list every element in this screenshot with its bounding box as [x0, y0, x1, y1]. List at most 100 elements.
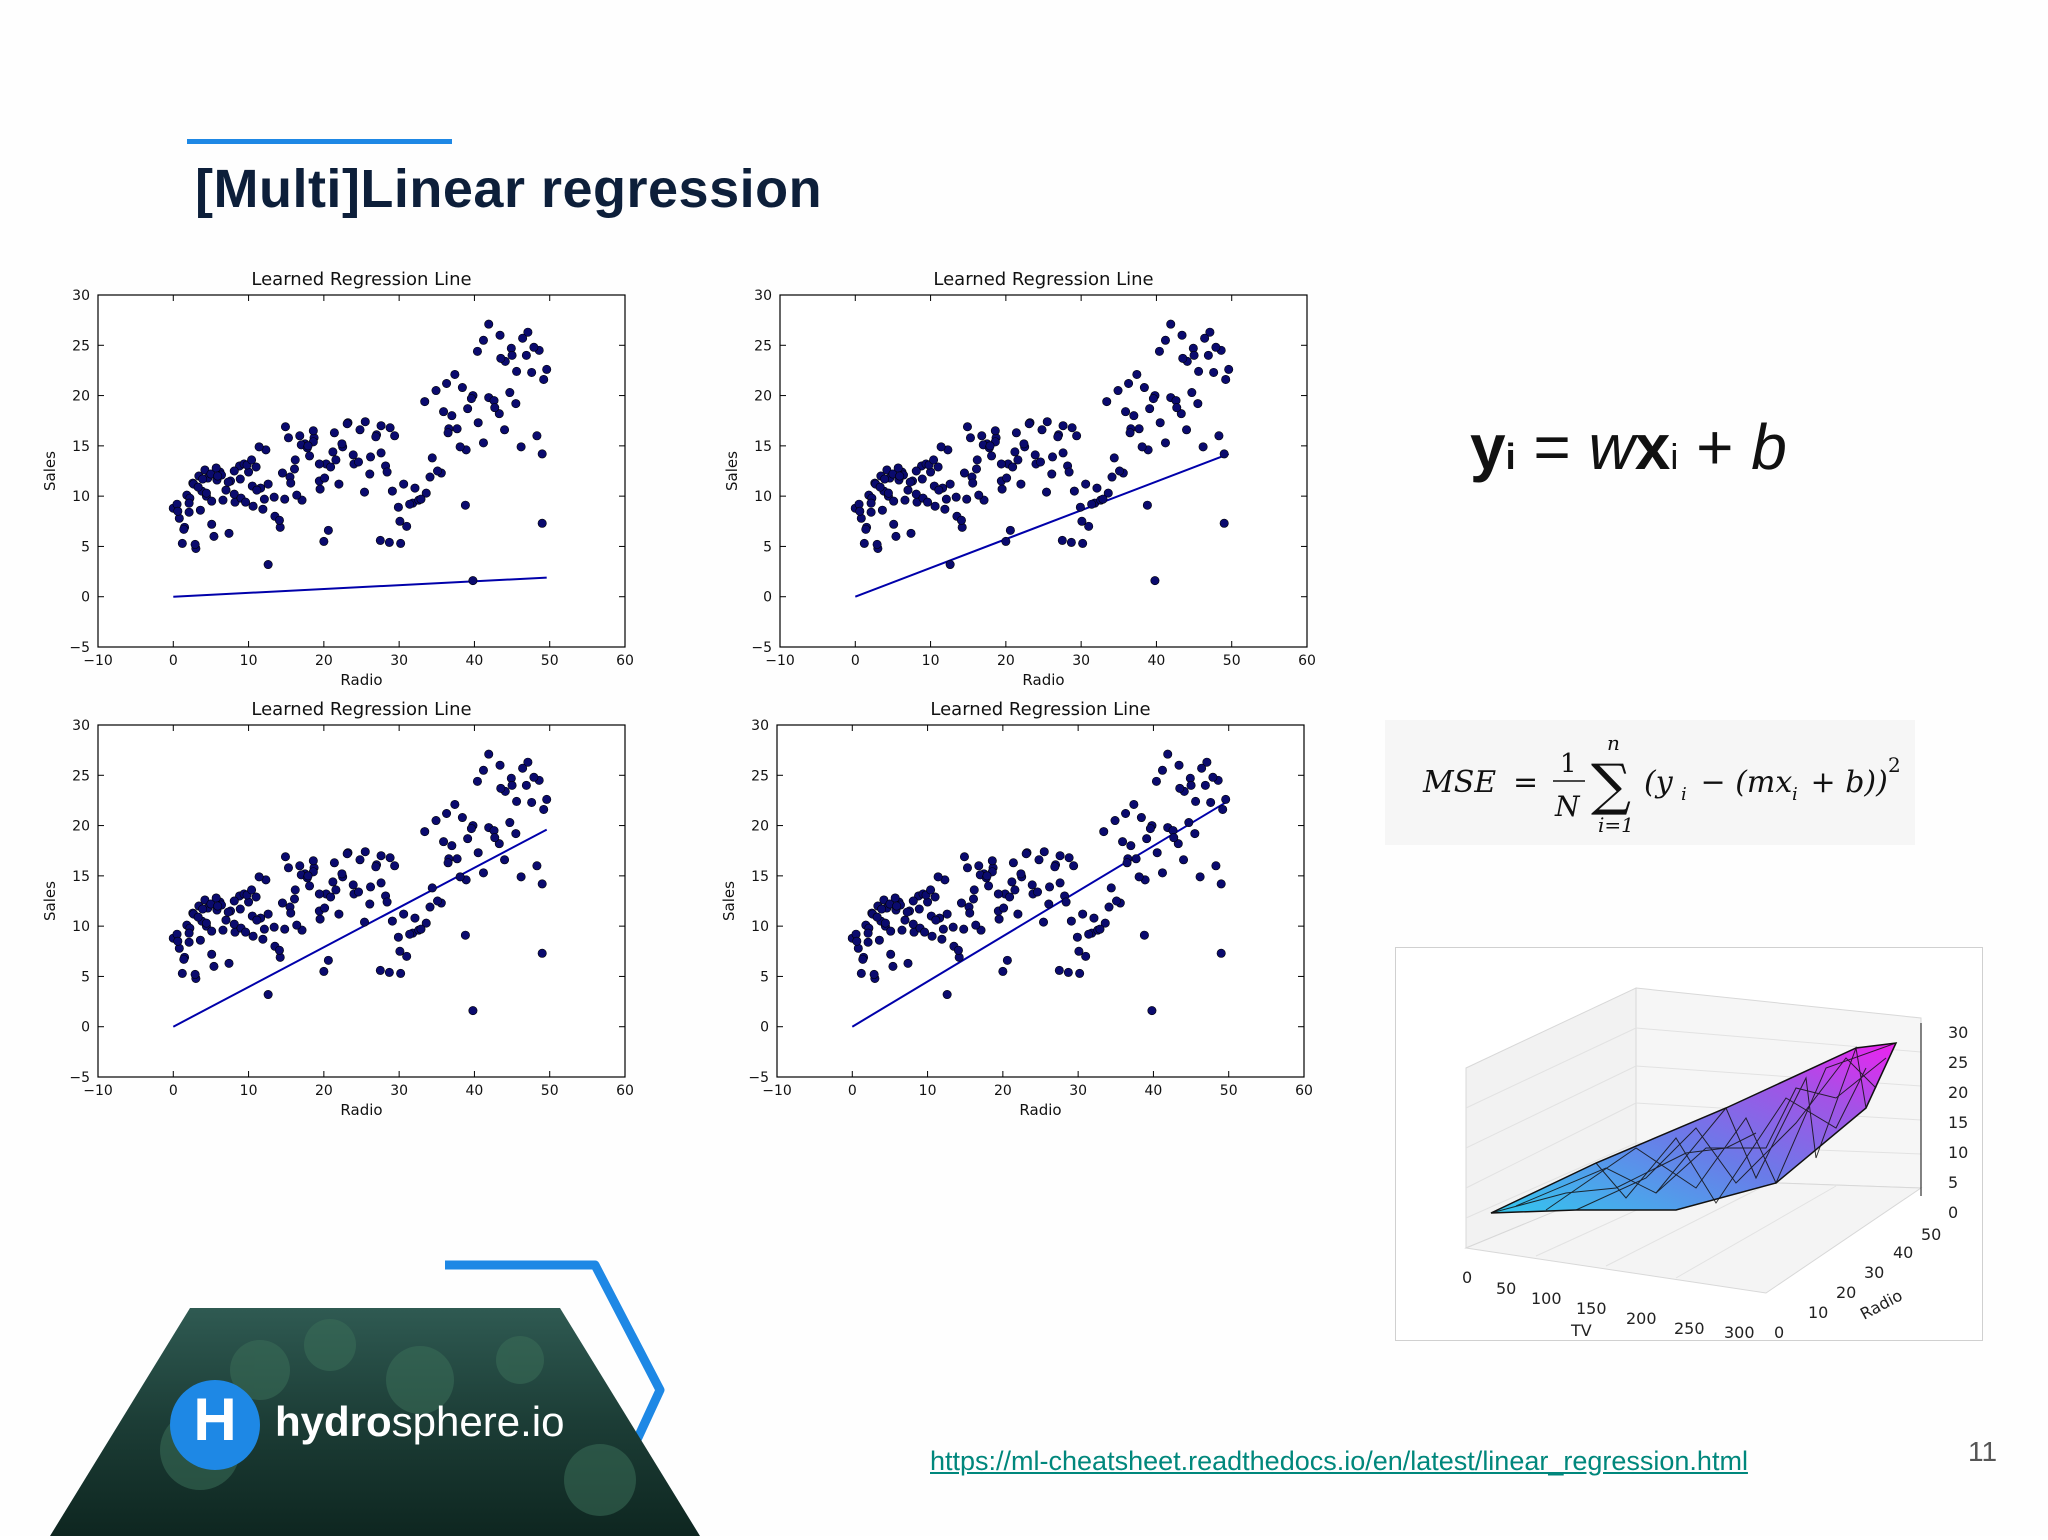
chart-1-data-point	[320, 474, 328, 482]
chart-1-data-point	[210, 532, 218, 540]
chart-3-data-point	[469, 1006, 477, 1014]
chart-4-data-point	[1028, 881, 1036, 889]
chart-1-data-point	[304, 442, 312, 450]
chart-2-data-point	[963, 495, 971, 503]
chart-3-y-tick-label: 15	[72, 869, 90, 885]
chart-1-data-point	[512, 367, 520, 375]
chart-3-data-point	[284, 864, 292, 872]
chart-2-y-tick-label: 5	[763, 539, 772, 555]
chart-3-data-point	[538, 880, 546, 888]
chart-2-data-point	[963, 423, 971, 431]
chart-2-data-point	[923, 498, 931, 506]
chart-2-data-point	[1068, 424, 1076, 432]
chart-2-data-point	[946, 480, 954, 488]
chart-3-data-point	[432, 816, 440, 824]
chart-3-data-point	[202, 919, 210, 927]
chart-1-data-point	[522, 351, 530, 359]
regression-plot-4: Learned Regression Line −10 0 10 20 30 40 50 60−…	[719, 695, 1329, 1115]
chart-1-data-point	[219, 496, 227, 504]
chart-4-data-point	[857, 969, 865, 977]
z-tick-30: 30	[1948, 1023, 1968, 1042]
chart-4-data-point	[1084, 930, 1092, 938]
z-tick-20: 20	[1948, 1083, 1968, 1102]
radio-tick-30: 30	[1864, 1263, 1884, 1282]
chart-1-data-point	[386, 424, 394, 432]
chart-3-data-point	[496, 761, 504, 769]
chart-3-data-point	[316, 915, 324, 923]
chart-4-x-tick-label: 20	[994, 1083, 1012, 1099]
chart-3-data-point	[196, 936, 204, 944]
chart-2-data-point	[1124, 379, 1132, 387]
chart-1-data-point	[432, 386, 440, 394]
chart-2-title: Learned Regression Line	[933, 269, 1153, 290]
chart-1-data-point	[527, 368, 535, 376]
chart-1-data-point	[463, 404, 471, 412]
tv-tick-0: 0	[1462, 1268, 1472, 1287]
mse-body-1: (y	[1644, 765, 1674, 800]
chart-1-y-tick-label: 25	[72, 338, 90, 354]
chart-2-data-point	[1190, 351, 1198, 359]
chart-1-data-point	[264, 560, 272, 568]
regression-plot-3: Learned Regression Line −10 0 10 20 30 40 50 60−…	[40, 695, 650, 1115]
chart-4-data-point	[1201, 781, 1209, 789]
chart-4-y-tick-label: 20	[751, 819, 769, 835]
chart-4-y-tick-label: 0	[760, 1020, 769, 1036]
chart-2-data-point	[1099, 495, 1107, 503]
chart-2-y-tick-label: 15	[754, 439, 772, 455]
chart-1-data-point	[473, 347, 481, 355]
chart-4-data-point	[943, 910, 951, 918]
chart-1-data-point	[191, 540, 199, 548]
chart-1-data-point	[287, 479, 295, 487]
logo-mark: H	[190, 1385, 240, 1454]
chart-2-data-point	[860, 539, 868, 547]
chart-2-data-point	[929, 456, 937, 464]
chart-3-data-point	[386, 854, 394, 862]
chart-1-data-point	[225, 529, 233, 537]
chart-1-data-point	[222, 486, 230, 494]
chart-4-data-point	[954, 946, 962, 954]
chart-2-data-point	[1002, 474, 1010, 482]
chart-4-data-point	[1035, 856, 1043, 864]
chart-2-data-point	[1072, 432, 1080, 440]
chart-1-data-point	[185, 508, 193, 516]
chart-1-y-tick-label: 0	[81, 590, 90, 606]
chart-3-data-point	[383, 898, 391, 906]
z-tick-0: 0	[1948, 1203, 1958, 1222]
chart-2-data-point	[1200, 334, 1208, 342]
chart-4-data-point	[984, 882, 992, 890]
chart-4-data-point	[1142, 834, 1150, 842]
chart-3-data-point	[281, 925, 289, 933]
chart-4-data-point	[994, 890, 1002, 898]
chart-4-data-point	[1096, 925, 1104, 933]
chart-1-data-point	[293, 491, 301, 499]
chart-4-x-axis-label: Radio	[1019, 1101, 1061, 1115]
chart-3-data-point	[506, 818, 514, 826]
chart-4-data-point	[1055, 966, 1063, 974]
chart-4-x-tick-label: 50	[1220, 1083, 1238, 1099]
chart-2-data-point	[1002, 537, 1010, 545]
chart-3-data-point	[264, 990, 272, 998]
chart-1-data-point	[361, 418, 369, 426]
logo-text: hydrosphere.io	[275, 1398, 564, 1446]
chart-1-data-point	[330, 429, 338, 437]
chart-2-data-point	[942, 495, 950, 503]
chart-3-data-point	[349, 881, 357, 889]
chart-3-data-point	[210, 962, 218, 970]
chart-2-data-point	[1011, 448, 1019, 456]
chart-4-data-point	[938, 935, 946, 943]
chart-3-data-point	[249, 932, 257, 940]
chart-2-data-point	[1178, 331, 1186, 339]
chart-2-data-point	[1054, 433, 1062, 441]
chart-4-y-tick-label: 30	[751, 718, 769, 734]
chart-2-data-point	[889, 520, 897, 528]
chart-3-data-point	[207, 950, 215, 958]
chart-1-y-tick-label: 10	[72, 489, 90, 505]
chart-3-x-tick-label: 0	[169, 1083, 178, 1099]
chart-4-data-point	[1056, 879, 1064, 887]
source-link[interactable]: https://ml-cheatsheet.readthedocs.io/en/…	[930, 1446, 1748, 1477]
chart-2-data-point	[966, 434, 974, 442]
chart-1-data-point	[338, 440, 346, 448]
chart-3-data-point	[290, 895, 298, 903]
chart-1-data-point	[444, 429, 452, 437]
chart-3-data-point	[417, 925, 425, 933]
